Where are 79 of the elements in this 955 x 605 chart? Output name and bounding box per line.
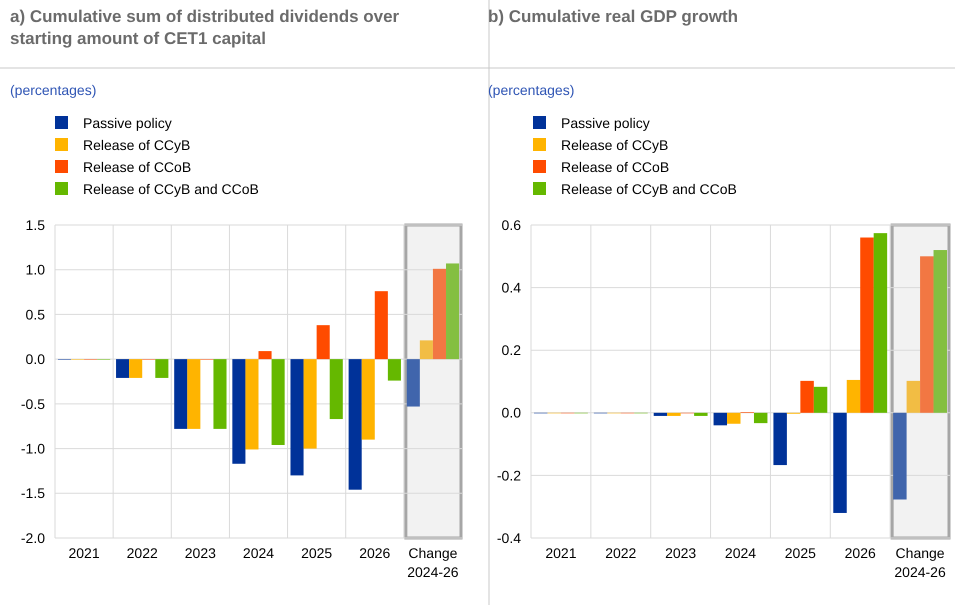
x-tick-label: 2024: [724, 545, 756, 561]
x-tick-label: 2021: [545, 545, 577, 561]
y-tick-label: -2.0: [20, 530, 46, 546]
bar: [814, 386, 828, 413]
y-tick-label: -0.2: [496, 467, 522, 484]
bar: [406, 359, 420, 407]
bar: [773, 412, 787, 466]
bar: [304, 359, 317, 449]
x-tick-label: 2022: [126, 545, 158, 561]
x-tick-label: 2025: [301, 545, 332, 561]
bar: [800, 380, 814, 413]
bar: [232, 359, 246, 464]
bar: [213, 359, 227, 429]
bar: [245, 359, 258, 450]
bar: [920, 256, 934, 413]
y-tick-label: 0.5: [26, 306, 46, 322]
bar: [272, 359, 285, 445]
y-tick-label: 0.0: [502, 404, 522, 421]
bar: [860, 238, 874, 413]
y-tick-label: -1.5: [20, 485, 46, 502]
bar: [187, 359, 200, 429]
chart-subtitle: (percentages): [10, 82, 96, 98]
x-tick-label: 2023: [665, 545, 696, 561]
bar: [934, 250, 948, 413]
chart-title: b) Cumulative real GDP growth: [488, 7, 738, 26]
bar: [432, 268, 446, 360]
chart-subtitle: (percentages): [488, 82, 574, 98]
legend-label: Release of CCoB: [561, 158, 670, 175]
bar: [694, 412, 708, 416]
bar: [714, 412, 728, 426]
bar: [362, 359, 375, 440]
x-tick-label: 2021: [68, 545, 100, 561]
y-tick-label: 0.4: [502, 280, 522, 296]
x-tick-label: 2024: [242, 545, 274, 561]
y-tick-label: 0.2: [502, 342, 522, 358]
bar: [129, 359, 142, 378]
bar: [906, 380, 920, 413]
x-tick-label: 2022: [605, 545, 637, 561]
legend-label: Release of CCyB: [561, 136, 668, 153]
bar: [833, 412, 847, 513]
bar: [874, 233, 888, 413]
y-tick-label: 1.5: [26, 216, 46, 233]
bar: [155, 359, 168, 378]
bar: [420, 340, 433, 360]
y-tick-label: -1.0: [20, 440, 46, 456]
x-tick-label: 2025: [784, 545, 816, 561]
y-tick-label: 1.0: [26, 262, 46, 278]
x-tick-label: 2026: [359, 545, 391, 561]
bar: [754, 412, 768, 424]
bar: [290, 359, 304, 476]
chart-title: a) Cumulative sum of distributed dividends over starting amount of CET1 capital: [10, 7, 400, 48]
x-tick-label: Change 2024-26: [894, 545, 946, 580]
bar: [348, 359, 362, 490]
bar: [727, 412, 740, 424]
y-tick-label: 0.0: [26, 351, 46, 368]
y-tick-label: -0.4: [496, 530, 522, 546]
bar: [654, 412, 668, 416]
bar: [174, 359, 188, 429]
bar: [258, 351, 272, 360]
legend-label: Passive policy: [83, 114, 172, 131]
bar: [446, 263, 460, 360]
bar: [316, 325, 330, 360]
legend-label: Passive policy: [561, 114, 650, 131]
legend-label: Release of CCyB and CCoB: [561, 180, 737, 197]
bar: [667, 412, 681, 416]
x-tick-label: 2026: [844, 545, 876, 561]
bar: [374, 291, 388, 360]
bar: [893, 412, 907, 500]
legend-label: Release of CCyB: [83, 136, 190, 153]
x-tick-label: 2023: [184, 545, 216, 561]
y-tick-label: 0.6: [502, 216, 522, 233]
x-tick-label: Change 2024-26: [407, 545, 459, 580]
bar: [388, 359, 401, 381]
bar: [330, 359, 343, 420]
y-tick-label: -0.5: [20, 396, 46, 412]
legend-label: Release of CCyB and CCoB: [83, 180, 259, 197]
bar: [846, 380, 860, 413]
bar: [116, 359, 130, 378]
legend-label: Release of CCoB: [83, 158, 192, 175]
